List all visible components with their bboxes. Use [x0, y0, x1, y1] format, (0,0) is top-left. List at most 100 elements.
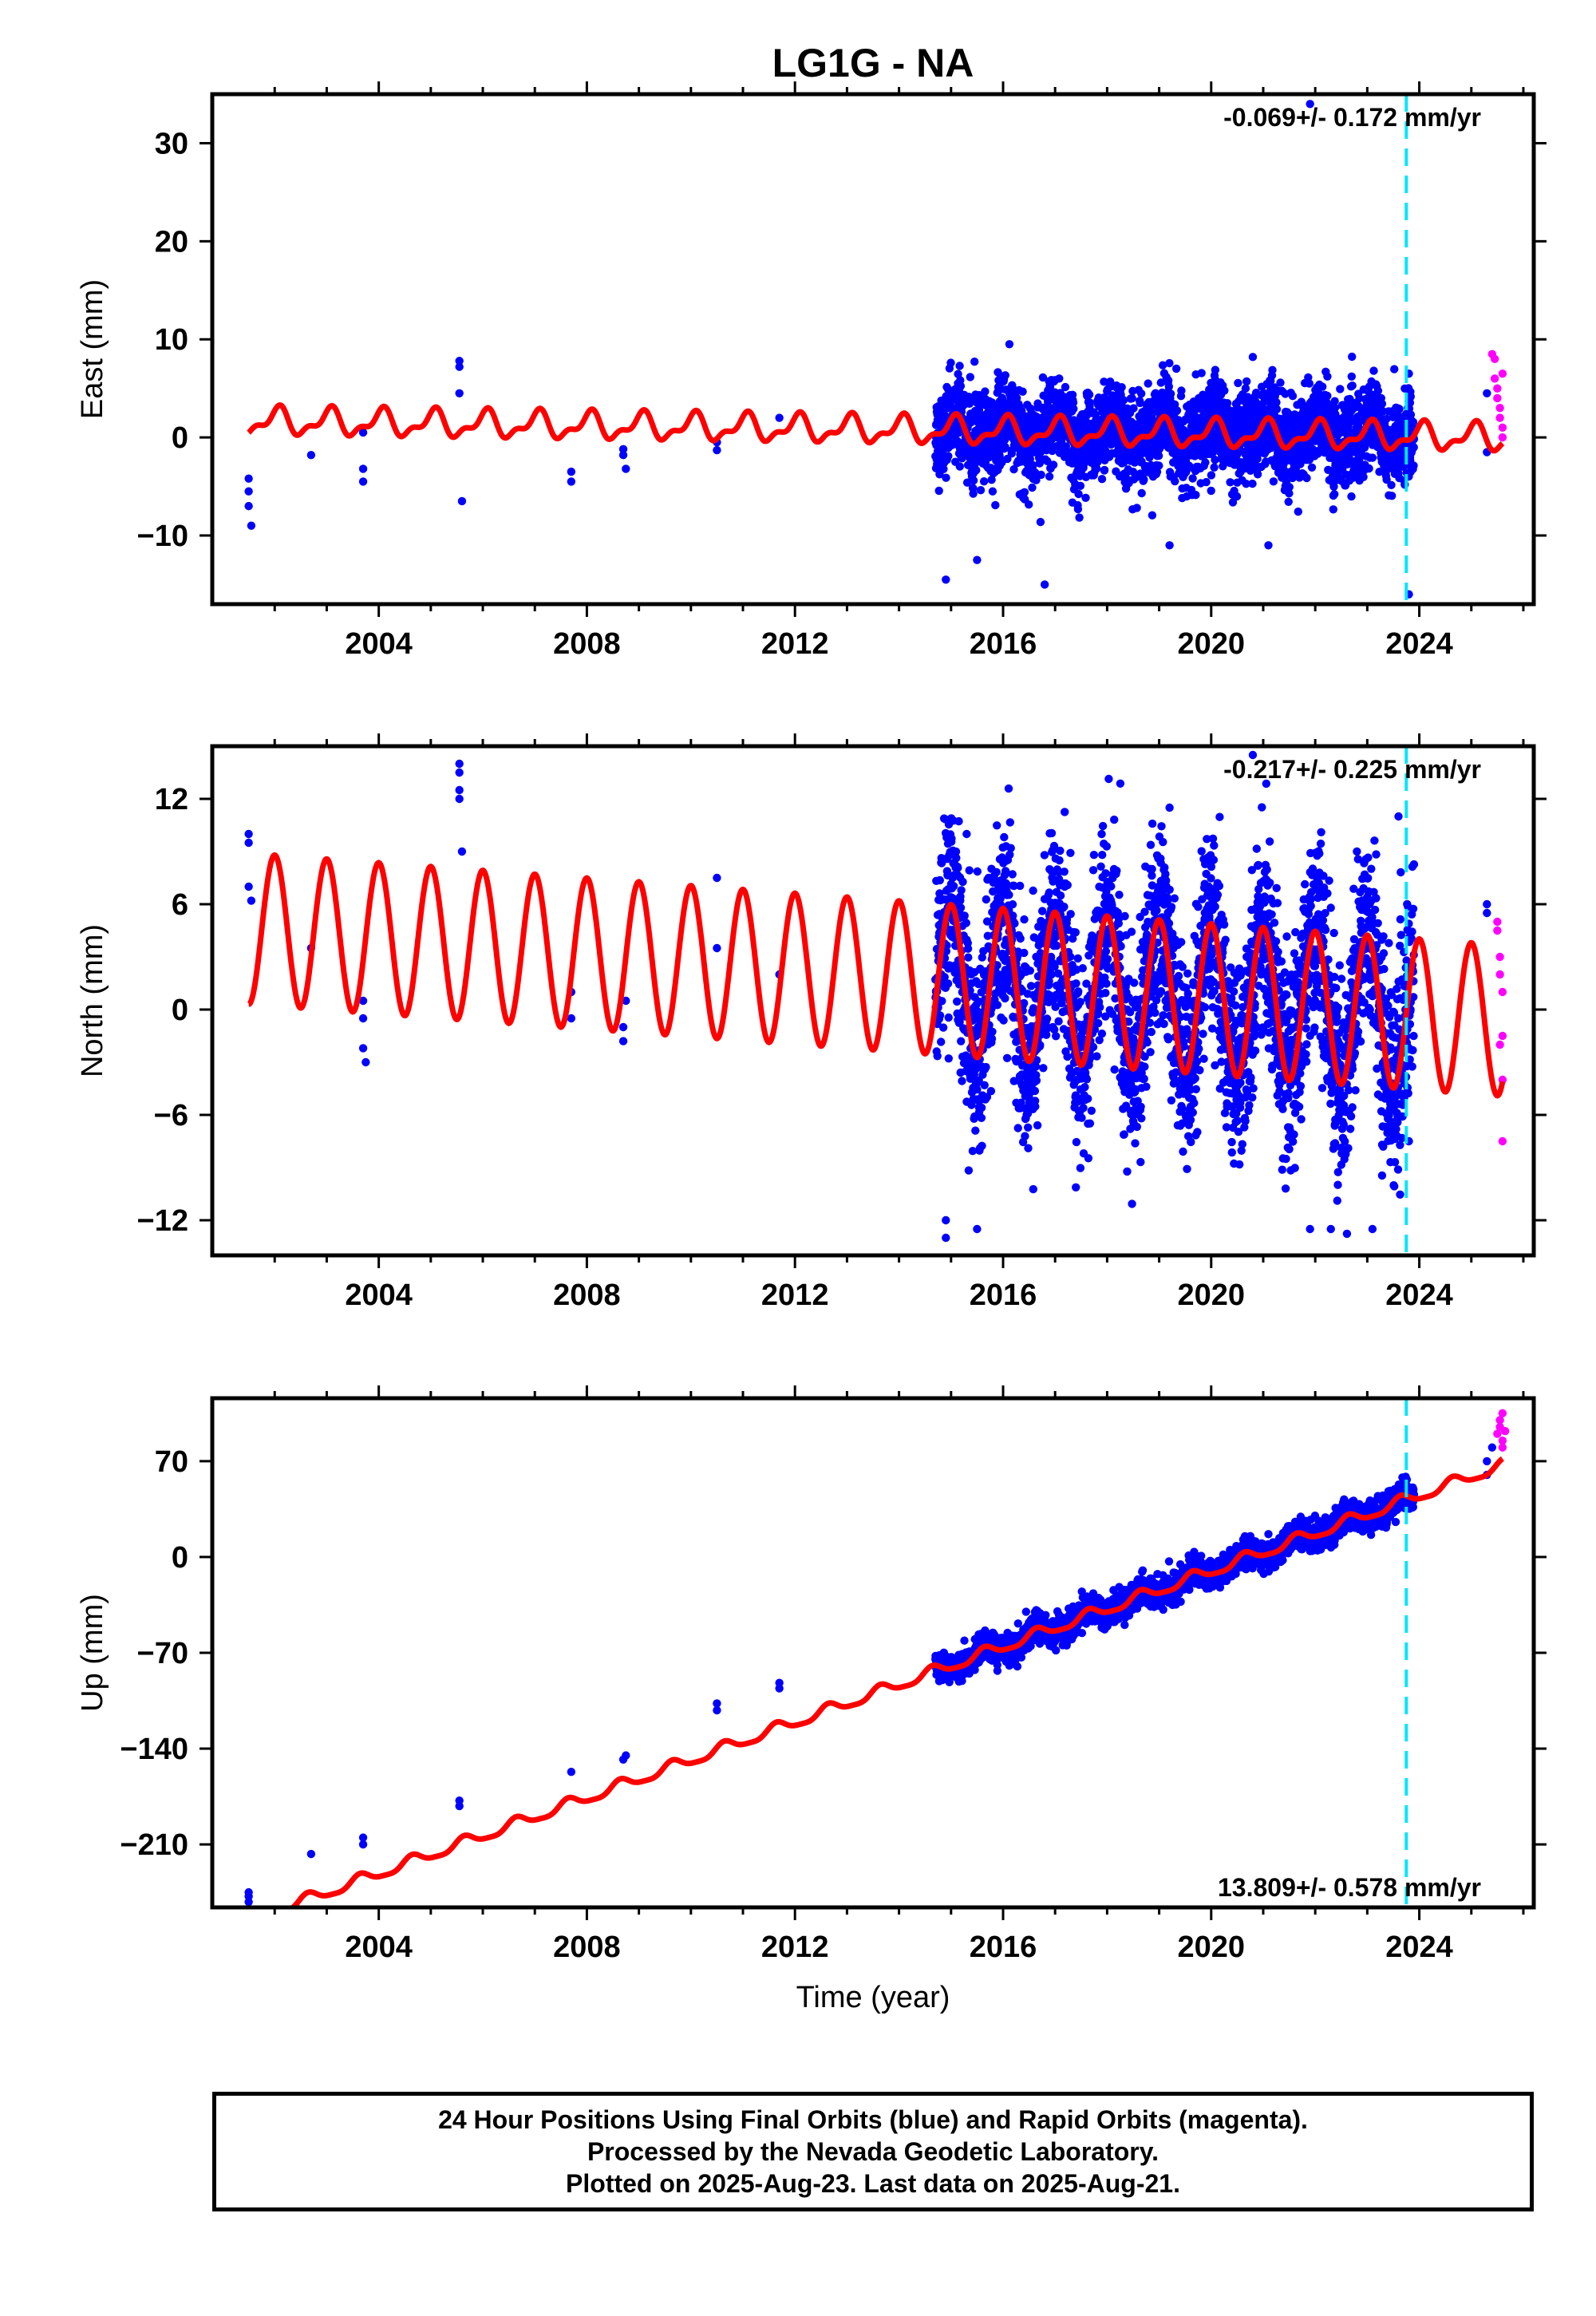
- final-orbit-point: [1074, 489, 1083, 499]
- final-orbit-point: [949, 882, 958, 891]
- final-orbit-point: [960, 911, 969, 920]
- final-orbit-point: [1073, 504, 1083, 514]
- x-tick-label: 2024: [1385, 627, 1453, 661]
- final-orbit-point: [1074, 987, 1083, 996]
- final-orbit-point: [1096, 1002, 1104, 1012]
- final-orbit-point: [1101, 869, 1110, 878]
- final-orbit-point: [986, 1087, 996, 1096]
- final-orbit-point: [1483, 389, 1491, 397]
- x-tick-label: 2020: [1178, 627, 1246, 661]
- final-orbit-point: [1060, 903, 1069, 911]
- final-orbit-point: [1001, 994, 1009, 1003]
- final-orbit-point: [1136, 1157, 1145, 1167]
- final-orbit-point: [1029, 1184, 1038, 1194]
- final-orbit-point: [1120, 911, 1129, 921]
- x-tick-label: 2004: [345, 627, 413, 661]
- final-orbit-point: [1284, 497, 1293, 506]
- final-orbit-point: [944, 452, 953, 460]
- final-orbit-point: [1140, 475, 1148, 484]
- final-orbit-point: [1060, 868, 1069, 876]
- final-orbit-point: [1165, 358, 1174, 368]
- final-orbit-point: [1232, 492, 1242, 501]
- final-orbit-point: [1272, 405, 1282, 413]
- final-orbit-point: [1007, 449, 1017, 458]
- final-orbit-point: [1018, 387, 1027, 396]
- final-orbit-point: [1302, 473, 1311, 483]
- final-orbit-point: [1209, 856, 1219, 864]
- final-orbit-point: [1102, 979, 1111, 988]
- final-orbit-point: [1005, 891, 1013, 899]
- final-orbit-point: [1052, 941, 1061, 951]
- final-orbit-point: [999, 1016, 1008, 1025]
- final-orbit-point: [1029, 886, 1037, 895]
- final-orbit-point: [952, 853, 961, 863]
- final-orbit-point: [1002, 1053, 1012, 1063]
- final-orbit-point: [1369, 366, 1378, 375]
- final-orbit-point: [1179, 1147, 1187, 1156]
- final-orbit-point: [1183, 1164, 1191, 1174]
- rapid-orbit-point: [1490, 354, 1499, 363]
- final-orbit-point: [977, 1103, 986, 1113]
- final-orbit-point: [969, 489, 978, 498]
- final-orbit-point: [1097, 1030, 1107, 1038]
- final-orbit-point: [1009, 464, 1018, 474]
- final-orbit-point: [991, 500, 1000, 510]
- final-orbit-point: [1072, 979, 1080, 988]
- final-orbit-point: [957, 1037, 966, 1045]
- final-orbit-point: [1199, 1030, 1207, 1038]
- final-orbit-point: [1020, 948, 1029, 958]
- y-tick-label: 30: [155, 127, 188, 160]
- final-orbit-point: [1054, 1017, 1063, 1026]
- final-orbit-point: [1213, 891, 1223, 899]
- final-orbit-point: [1409, 443, 1418, 452]
- final-orbit-point: [938, 997, 946, 1006]
- final-orbit-point: [1148, 819, 1157, 828]
- final-orbit-point: [1098, 851, 1107, 860]
- final-orbit-point: [962, 919, 971, 927]
- final-orbit-point: [1145, 1018, 1155, 1027]
- final-orbit-point: [1052, 1032, 1061, 1041]
- final-orbit-point: [1318, 382, 1327, 391]
- final-orbit-point: [1211, 366, 1220, 374]
- final-orbit-point: [1032, 476, 1041, 484]
- final-orbit-point: [987, 476, 996, 484]
- final-orbit-point: [993, 1001, 1002, 1010]
- x-tick-label: 2016: [970, 627, 1037, 661]
- final-orbit-point: [775, 413, 784, 422]
- y-tick-label: −10: [137, 520, 188, 553]
- final-orbit-point: [1072, 1183, 1080, 1192]
- final-orbit-point: [1171, 364, 1181, 373]
- final-orbit-point: [1142, 1082, 1151, 1091]
- final-orbit-point: [1154, 451, 1163, 460]
- final-orbit-point: [1165, 885, 1174, 895]
- final-orbit-point: [1241, 384, 1250, 393]
- final-orbit-point: [1103, 954, 1112, 964]
- final-orbit-point: [955, 362, 964, 370]
- final-orbit-point: [1005, 340, 1014, 349]
- final-orbit-point: [977, 1113, 986, 1123]
- y-tick-label: 20: [155, 225, 188, 259]
- final-orbit-point: [1234, 378, 1242, 388]
- final-orbit-point: [1079, 1104, 1088, 1113]
- final-orbit-point: [1075, 513, 1084, 522]
- final-orbit-point: [1028, 483, 1037, 492]
- final-orbit-point: [1210, 841, 1219, 850]
- final-orbit-point: [1025, 500, 1033, 509]
- final-orbit-point: [1101, 989, 1110, 998]
- final-orbit-point: [1197, 369, 1206, 377]
- final-orbit-point: [938, 1023, 948, 1032]
- final-orbit-point: [1025, 966, 1035, 975]
- final-orbit-point: [1001, 442, 1009, 452]
- final-orbit-point: [1228, 498, 1238, 507]
- final-orbit-point: [1166, 389, 1175, 398]
- final-orbit-point: [1082, 1075, 1092, 1084]
- final-orbit-point: [982, 895, 991, 904]
- final-orbit-point: [1159, 837, 1167, 847]
- final-orbit-point: [1076, 1164, 1085, 1172]
- final-orbit-point: [1115, 891, 1124, 899]
- final-orbit-point: [1187, 1137, 1195, 1147]
- final-orbit-point: [1127, 927, 1136, 936]
- final-orbit-point: [1102, 842, 1112, 851]
- final-orbit-point: [962, 478, 972, 487]
- final-orbit-point: [965, 866, 974, 875]
